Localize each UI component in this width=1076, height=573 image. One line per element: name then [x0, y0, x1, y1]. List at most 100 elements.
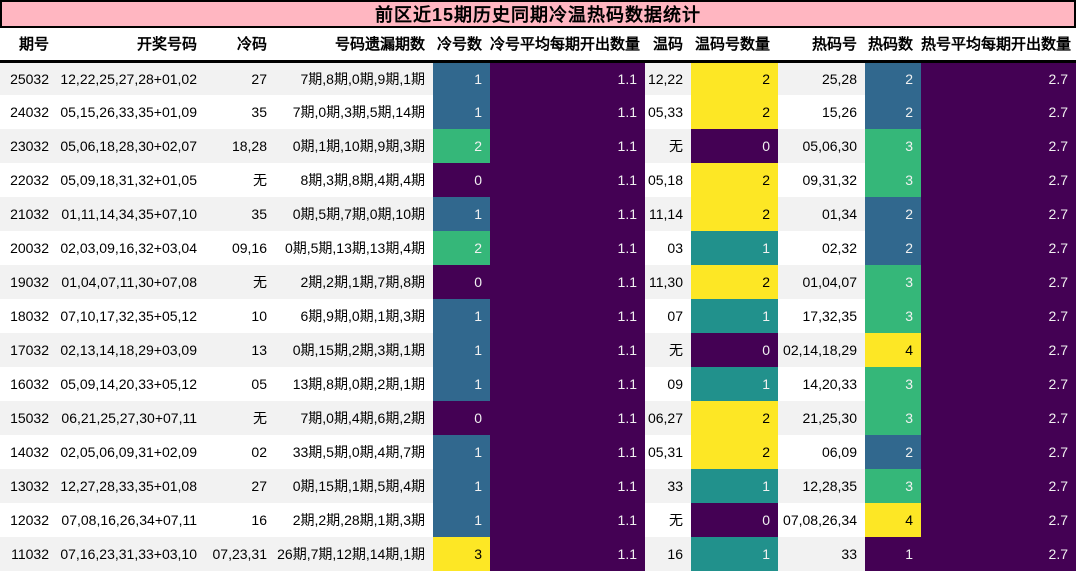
- cell-hot_numbers: 02,14,18,29: [778, 333, 865, 367]
- cell-warm_numbers: 03: [645, 231, 691, 265]
- cell-winning_numbers: 05,06,18,28,30+02,07: [57, 129, 205, 163]
- cell-warm_numbers: 11,14: [645, 197, 691, 231]
- cell-missing_periods: 0期,5期,7期,0期,10期: [275, 197, 433, 231]
- cell-warm_numbers: 33: [645, 469, 691, 503]
- cell-hot_count: 3: [865, 163, 921, 197]
- cell-hot_avg: 2.7: [921, 367, 1076, 401]
- cell-hot_numbers: 06,09: [778, 435, 865, 469]
- cell-cold_numbers: 09,16: [205, 231, 275, 265]
- cell-missing_periods: 13期,8期,0期,2期,1期: [275, 367, 433, 401]
- cell-warm_numbers: 05,31: [645, 435, 691, 469]
- cell-cold_count: 0: [433, 265, 490, 299]
- cell-hot_avg: 2.7: [921, 163, 1076, 197]
- cell-winning_numbers: 12,22,25,27,28+01,02: [57, 61, 205, 95]
- cell-winning_numbers: 12,27,28,33,35+01,08: [57, 469, 205, 503]
- column-header-hot_count: 热码数: [865, 28, 921, 63]
- cell-winning_numbers: 05,09,14,20,33+05,12: [57, 367, 205, 401]
- cell-period: 24032: [0, 95, 57, 129]
- cell-period: 20032: [0, 231, 57, 265]
- column-header-missing_periods: 号码遗漏期数: [275, 28, 433, 63]
- cell-missing_periods: 7期,8期,0期,9期,1期: [275, 61, 433, 95]
- cell-cold_count: 2: [433, 231, 490, 265]
- cell-cold_count: 1: [433, 299, 490, 333]
- cell-warm_count: 1: [691, 469, 778, 503]
- cell-missing_periods: 7期,0期,3期,5期,14期: [275, 95, 433, 129]
- cell-warm_count: 1: [691, 299, 778, 333]
- table-row: 21032 01,11,14,34,35+07,10 35 0期,5期,7期,0期,1…: [0, 197, 1076, 231]
- cell-cold_avg: 1.1: [490, 265, 645, 299]
- cell-warm_numbers: 无: [645, 129, 691, 163]
- cell-cold_numbers: 无: [205, 163, 275, 197]
- cell-cold_avg: 1.1: [490, 61, 645, 95]
- cell-winning_numbers: 06,21,25,27,30+07,11: [57, 401, 205, 435]
- column-header-warm_numbers: 温码: [645, 28, 691, 63]
- cell-missing_periods: 6期,9期,0期,1期,3期: [275, 299, 433, 333]
- cell-warm_count: 1: [691, 537, 778, 571]
- cell-hot_numbers: 09,31,32: [778, 163, 865, 197]
- cell-cold_count: 1: [433, 469, 490, 503]
- cell-hot_numbers: 01,04,07: [778, 265, 865, 299]
- cell-warm_numbers: 无: [645, 333, 691, 367]
- cell-period: 11032: [0, 537, 57, 571]
- cell-hot_count: 3: [865, 299, 921, 333]
- table-row: 15032 06,21,25,27,30+07,11 无 7期,0期,4期,6期,2期…: [0, 401, 1076, 435]
- column-header-hot_avg: 热号平均每期开出数量: [921, 28, 1076, 63]
- cell-warm_count: 0: [691, 129, 778, 163]
- cell-warm_numbers: 05,33: [645, 95, 691, 129]
- cell-warm_count: 0: [691, 503, 778, 537]
- cell-cold_count: 1: [433, 61, 490, 95]
- cell-warm_count: 1: [691, 367, 778, 401]
- cell-hot_count: 2: [865, 197, 921, 231]
- cell-period: 15032: [0, 401, 57, 435]
- cell-cold_avg: 1.1: [490, 367, 645, 401]
- cell-missing_periods: 0期,15期,2期,3期,1期: [275, 333, 433, 367]
- cell-cold_count: 1: [433, 367, 490, 401]
- cell-cold_avg: 1.1: [490, 129, 645, 163]
- column-header-cold_numbers: 冷码: [205, 28, 275, 63]
- cell-period: 23032: [0, 129, 57, 163]
- cell-cold_avg: 1.1: [490, 197, 645, 231]
- cell-hot_count: 1: [865, 537, 921, 571]
- cell-hot_count: 3: [865, 129, 921, 163]
- cell-cold_numbers: 27: [205, 469, 275, 503]
- cell-warm_count: 1: [691, 231, 778, 265]
- cell-cold_avg: 1.1: [490, 537, 645, 571]
- cell-missing_periods: 2期,2期,1期,7期,8期: [275, 265, 433, 299]
- cell-cold_numbers: 10: [205, 299, 275, 333]
- cell-period: 19032: [0, 265, 57, 299]
- cell-hot_count: 2: [865, 61, 921, 95]
- cell-hot_count: 3: [865, 469, 921, 503]
- cell-hot_avg: 2.7: [921, 469, 1076, 503]
- cell-period: 22032: [0, 163, 57, 197]
- cell-period: 14032: [0, 435, 57, 469]
- cell-hot_avg: 2.7: [921, 129, 1076, 163]
- cell-cold_numbers: 18,28: [205, 129, 275, 163]
- table-row: 13032 12,27,28,33,35+01,08 27 0期,15期,1期,5期,…: [0, 469, 1076, 503]
- cell-warm_numbers: 09: [645, 367, 691, 401]
- cell-warm_numbers: 11,30: [645, 265, 691, 299]
- cell-period: 16032: [0, 367, 57, 401]
- cell-hot_avg: 2.7: [921, 435, 1076, 469]
- cell-winning_numbers: 07,16,23,31,33+03,10: [57, 537, 205, 571]
- cell-cold_numbers: 16: [205, 503, 275, 537]
- cell-warm_count: 2: [691, 61, 778, 95]
- table-row: 16032 05,09,14,20,33+05,12 05 13期,8期,0期,2期,…: [0, 367, 1076, 401]
- cell-hot_numbers: 07,08,26,34: [778, 503, 865, 537]
- cell-warm_count: 2: [691, 197, 778, 231]
- cell-period: 25032: [0, 61, 57, 95]
- cell-missing_periods: 33期,5期,0期,4期,7期: [275, 435, 433, 469]
- cell-warm_numbers: 12,22: [645, 61, 691, 95]
- cell-winning_numbers: 05,09,18,31,32+01,05: [57, 163, 205, 197]
- header-row: 期号 开奖号码 冷码 号码遗漏期数 冷号数 冷号平均每期开出数量 温码 温码号数量 热码号 热码数…: [0, 28, 1076, 63]
- cell-cold_numbers: 35: [205, 197, 275, 231]
- table-row: 12032 07,08,16,26,34+07,11 16 2期,2期,28期,1期,…: [0, 503, 1076, 537]
- cell-hot_avg: 2.7: [921, 95, 1076, 129]
- cell-hot_count: 3: [865, 401, 921, 435]
- cell-winning_numbers: 02,05,06,09,31+02,09: [57, 435, 205, 469]
- cell-period: 18032: [0, 299, 57, 333]
- cell-cold_numbers: 35: [205, 95, 275, 129]
- table-header: 期号 开奖号码 冷码 号码遗漏期数 冷号数 冷号平均每期开出数量 温码 温码号数量 热码号 热码数…: [0, 28, 1076, 63]
- cell-warm_numbers: 16: [645, 537, 691, 571]
- table-row: 24032 05,15,26,33,35+01,09 35 7期,0期,3期,5期,1…: [0, 95, 1076, 129]
